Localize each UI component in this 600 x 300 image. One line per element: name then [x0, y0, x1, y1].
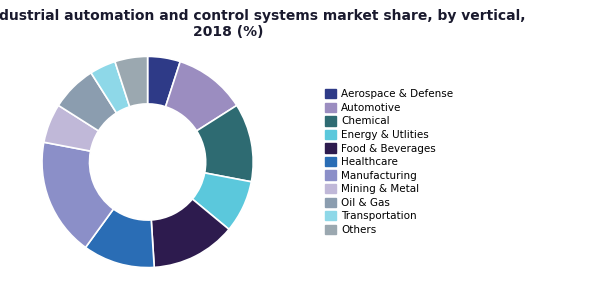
Wedge shape: [148, 56, 180, 107]
Wedge shape: [44, 105, 98, 151]
Wedge shape: [166, 61, 237, 131]
Wedge shape: [86, 209, 154, 268]
Text: Global industrial automation and control systems market share, by vertical,
2018: Global industrial automation and control…: [0, 9, 526, 39]
Wedge shape: [115, 56, 148, 107]
Wedge shape: [151, 199, 229, 267]
Wedge shape: [91, 61, 130, 113]
Wedge shape: [58, 73, 116, 131]
Wedge shape: [42, 142, 113, 248]
Wedge shape: [193, 173, 251, 229]
Wedge shape: [197, 105, 253, 182]
Legend: Aerospace & Defense, Automotive, Chemical, Energy & Utlities, Food & Beverages, : Aerospace & Defense, Automotive, Chemica…: [323, 87, 455, 237]
